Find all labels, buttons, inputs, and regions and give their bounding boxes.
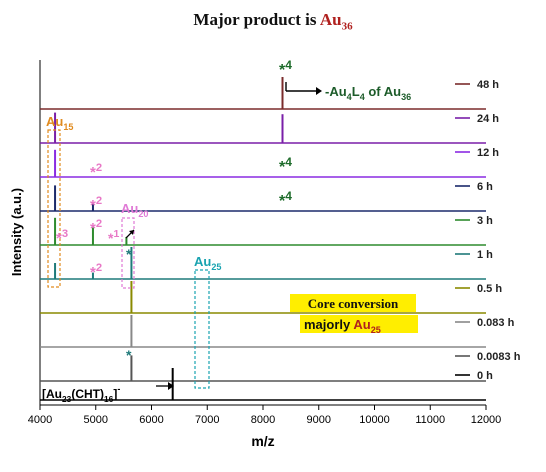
precursor-arrow-head xyxy=(168,382,174,390)
au15-label: Au15 xyxy=(46,114,73,132)
title-au: Au xyxy=(319,10,342,29)
x-tick-label-2: 6000 xyxy=(139,414,163,426)
star1-arrow-head xyxy=(129,230,134,235)
x-tick-label-1: 5000 xyxy=(84,414,108,426)
x-tick-label-3: 7000 xyxy=(195,414,219,426)
star2-c: *2 xyxy=(90,218,102,237)
legend-label-3: 6 h xyxy=(477,181,493,193)
x-tick-label-7: 11000 xyxy=(415,414,445,426)
star2-a: *2 xyxy=(90,162,102,181)
legend-label-1: 24 h xyxy=(477,113,499,125)
x-tick-label-8: 12000 xyxy=(471,414,502,426)
star1: *1 xyxy=(108,228,119,246)
title-prefix: Major product is xyxy=(193,10,320,29)
title-au-sub: 36 xyxy=(341,20,353,33)
legend-label-0: 48 h xyxy=(477,79,499,91)
chart-title: Major product is Au36 xyxy=(0,10,546,32)
x-tick-label-5: 9000 xyxy=(307,414,331,426)
legend-label-9: 0 h xyxy=(477,370,493,382)
au20-label: Au20 xyxy=(121,201,148,219)
legend-label-2: 12 h xyxy=(477,147,499,159)
y-axis-label: Intensity (a.u.) xyxy=(9,188,24,276)
au25-label: Au25 xyxy=(194,254,221,272)
x-tick-label-6: 10000 xyxy=(359,414,390,426)
au25-star-00083h: * xyxy=(126,347,132,363)
x-axis-label: m/z xyxy=(251,433,274,449)
star2-b: *2 xyxy=(90,195,102,214)
star3: *3 xyxy=(56,228,68,247)
star4-c: *4 xyxy=(279,189,292,210)
star2-d: *2 xyxy=(90,262,102,281)
core-highlight-1 xyxy=(290,294,416,312)
star4-a: *4 xyxy=(279,58,292,79)
core-text-2: majorly Au25 xyxy=(304,317,381,335)
x-tick-label-0: 4000 xyxy=(28,414,52,426)
precursor-label: [Au23(CHT)16]- xyxy=(42,384,120,404)
loss-arrow-head xyxy=(316,87,322,95)
au25-star-1h: * xyxy=(126,246,132,262)
legend-label-7: 0.083 h xyxy=(477,317,515,329)
core-highlight-2 xyxy=(300,315,418,333)
legend-label-4: 3 h xyxy=(477,215,493,227)
core-text-1: Core conversion xyxy=(308,296,399,311)
au20-box xyxy=(121,217,135,289)
legend-label-5: 1 h xyxy=(477,249,493,261)
au25-box xyxy=(194,269,210,389)
au15-box xyxy=(47,129,61,288)
legend-label-8: 0.0083 h xyxy=(477,351,521,363)
x-tick-label-4: 8000 xyxy=(251,414,275,426)
star4-b: *4 xyxy=(279,155,292,176)
title-highlight: Au36 xyxy=(319,10,353,33)
legend-label-6: 0.5 h xyxy=(477,283,502,295)
loss-label: -Au4L4 of Au36 xyxy=(325,84,411,102)
